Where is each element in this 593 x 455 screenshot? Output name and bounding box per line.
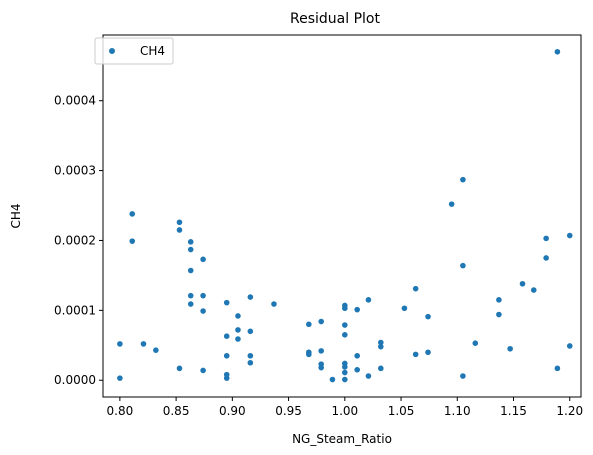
data-point — [519, 280, 526, 287]
data-point — [460, 373, 466, 379]
data-point — [176, 365, 183, 372]
data-point — [425, 349, 431, 356]
legend-label: CH4 — [140, 44, 165, 58]
data-point — [187, 239, 194, 245]
data-point — [200, 256, 206, 263]
x-tick-label: 1.05 — [388, 404, 415, 418]
data-point — [365, 373, 372, 379]
data-point — [448, 201, 455, 207]
data-point — [543, 235, 549, 242]
data-point — [460, 176, 466, 183]
x-tick-label: 1.00 — [331, 404, 358, 418]
data-point — [247, 294, 254, 300]
plot-area-frame — [102, 34, 582, 398]
y-tick-label: 0.0004 — [54, 94, 96, 108]
data-point — [223, 333, 230, 340]
legend-box — [94, 37, 174, 65]
data-point — [140, 341, 147, 347]
data-point — [342, 364, 348, 370]
legend-marker — [109, 48, 115, 54]
data-point — [378, 339, 384, 346]
data-point — [496, 297, 502, 303]
y-tick-label: 0.0003 — [54, 164, 96, 178]
data-point — [187, 292, 194, 299]
x-tick-label: 1.10 — [444, 404, 471, 418]
data-point — [378, 365, 384, 372]
data-point — [329, 376, 336, 383]
data-point — [365, 297, 372, 303]
y-axis-label: CH4 — [9, 203, 23, 228]
data-point — [129, 211, 136, 217]
data-points — [117, 48, 573, 383]
x-tick-label: 1.15 — [500, 404, 527, 418]
data-point — [235, 313, 241, 319]
x-axis: 0.80 0.85 0.90 0.95 1.00 1.05 1.10 1.15 1.20 — [107, 397, 583, 418]
x-tick-label: 0.95 — [275, 404, 302, 418]
data-point — [223, 352, 230, 359]
x-tick-label: 1.20 — [556, 404, 583, 418]
x-tick-label: 0.80 — [107, 404, 134, 418]
data-point — [530, 287, 537, 293]
x-tick-label: 0.85 — [163, 404, 190, 418]
data-point — [223, 299, 230, 306]
data-point — [129, 238, 136, 244]
data-point — [271, 301, 277, 307]
data-point — [425, 313, 431, 320]
data-point — [412, 285, 419, 292]
data-point — [566, 232, 573, 239]
data-point — [342, 322, 348, 328]
chart-title: Residual Plot — [290, 11, 380, 27]
x-tick-label: 0.90 — [219, 404, 246, 418]
data-point — [318, 364, 324, 371]
legend: CH4 — [94, 37, 174, 65]
data-point — [200, 308, 206, 314]
data-point — [318, 348, 324, 354]
y-tick-label: 0.0001 — [54, 303, 96, 317]
data-point — [460, 262, 466, 269]
data-point — [543, 255, 549, 261]
data-point — [247, 328, 254, 335]
data-point — [176, 227, 183, 233]
data-point — [200, 367, 206, 374]
data-point — [554, 48, 561, 55]
y-tick-label: 0.0002 — [54, 233, 96, 247]
data-point — [117, 341, 123, 347]
data-point — [223, 375, 230, 381]
data-point — [318, 318, 324, 325]
data-point — [235, 327, 241, 333]
y-tick-label: 0.0000 — [54, 373, 96, 387]
data-point — [117, 375, 123, 381]
data-point — [342, 369, 348, 376]
data-point — [354, 366, 360, 373]
data-point — [342, 376, 348, 383]
data-point — [401, 305, 408, 312]
data-point — [247, 352, 254, 359]
data-point — [566, 343, 573, 349]
data-point — [507, 345, 513, 352]
data-point — [247, 359, 254, 366]
data-point — [412, 351, 419, 358]
data-point — [306, 321, 312, 328]
data-point — [472, 340, 479, 346]
data-point — [354, 306, 360, 313]
data-point — [235, 336, 241, 342]
data-point — [496, 311, 502, 318]
data-point — [342, 332, 348, 338]
data-point — [554, 365, 561, 372]
x-axis-label: NG_Steam_Ratio — [292, 432, 392, 446]
data-point — [306, 351, 312, 358]
data-point — [176, 219, 183, 226]
data-point — [378, 343, 384, 350]
data-point — [187, 267, 194, 274]
data-point — [342, 305, 348, 312]
data-point — [200, 292, 206, 299]
data-point — [187, 246, 194, 253]
y-axis: 0.0000 0.0001 0.0002 0.0003 0.0004 — [54, 94, 103, 387]
data-point — [187, 301, 194, 307]
data-point — [354, 352, 360, 359]
data-point — [153, 347, 159, 353]
